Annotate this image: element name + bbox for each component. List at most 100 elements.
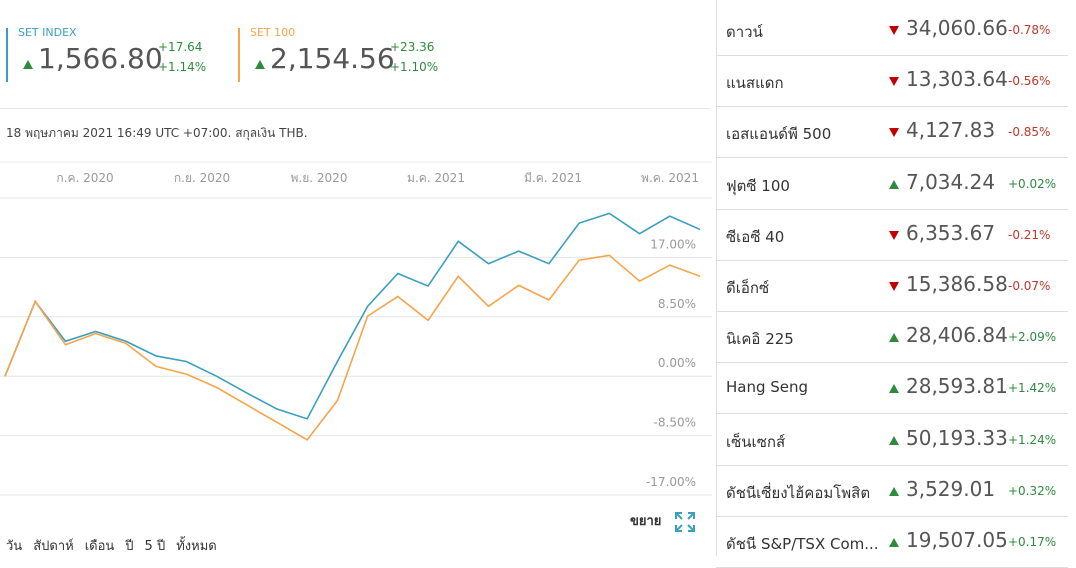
range-button[interactable]: ทั้งหมด (176, 539, 217, 554)
market-change: -0.85% (1008, 125, 1051, 140)
chart: ก.ค. 2020 ก.ย. 2020 พ.ย. 2020 ม.ค. 2021 มี.ค… (0, 161, 712, 496)
trend-arrow (889, 333, 899, 343)
range-buttons: วัน สัปดาห์ เดือน ปี 5 ปี ทั้งหมด (6, 535, 217, 556)
arrow-shape (889, 384, 899, 394)
index-value: 2,154.56 (270, 42, 395, 75)
trend-arrow (889, 486, 899, 496)
market-row[interactable]: ดัชนี S&P/TSX Com... 19,507.05 +0.17% (716, 516, 1068, 568)
range-button[interactable]: วัน (6, 539, 23, 554)
index-name: SET 100 (250, 26, 296, 39)
market-value: 34,060.66 (906, 16, 1008, 40)
trend-arrow (889, 230, 899, 240)
market-row[interactable]: ซีเอซี 40 6,353.67 -0.21% (716, 209, 1068, 261)
market-name: ดีเอ็กซ์ (726, 279, 770, 297)
market-row[interactable]: เซ็นเซกส์ 50,193.33 +1.24% (716, 414, 1068, 466)
market-row[interactable]: ดัชนีเซี่ยงไฮ้คอมโพสิต 3,529.01 +0.32% (716, 465, 1068, 517)
separator (0, 108, 710, 109)
x-tick-label: มี.ค. 2021 (524, 171, 582, 185)
market-change: -0.21% (1008, 227, 1051, 242)
index-percent: +1.14% (158, 60, 207, 74)
range-button[interactable]: เดือน (84, 539, 115, 554)
market-row[interactable]: Hang Seng 28,593.81 +1.42% (716, 362, 1068, 415)
market-value: 19,507.05 (906, 528, 1008, 552)
market-value: 50,193.33 (906, 425, 1008, 450)
trend-arrow (889, 77, 899, 87)
y-tick-label: -8.50% (654, 416, 696, 430)
y-tick-label: 8.50% (658, 297, 696, 311)
market-name: ดัชนีเซี่ยงไฮ้คอมโพสิต (726, 483, 871, 502)
arrow-shape (889, 179, 899, 189)
market-name: เอสแอนด์พี 500 (726, 125, 832, 144)
index-tile: SET INDEX 1,566.80 +17.64 +1.14% (6, 26, 218, 82)
market-change: +0.32% (1008, 483, 1057, 498)
trend-arrow (889, 538, 899, 547)
market-value: 28,593.81 (906, 374, 1008, 399)
market-change: +0.02% (1008, 176, 1057, 191)
series-line (4, 254, 701, 441)
arrow-shape (889, 538, 899, 547)
market-change: -0.78% (1008, 23, 1051, 37)
expand-button[interactable]: ขยาย (630, 510, 696, 533)
trend-arrow (889, 282, 899, 291)
market-row[interactable]: ดาวน์ 34,060.66 -0.78% (716, 4, 1068, 56)
market-row[interactable]: ดีเอ็กซ์ 15,386.58 -0.07% (716, 260, 1068, 312)
market-row[interactable]: นิเคอิ 225 28,406.84 +2.09% (716, 311, 1068, 364)
y-tick-label: 0.00% (658, 356, 696, 370)
arrow-shape (255, 60, 265, 69)
market-row[interactable]: เอสแอนด์พี 500 4,127.83 -0.85% (716, 106, 1068, 159)
divider (716, 0, 717, 556)
arrow-shape (889, 435, 899, 445)
market-value: 13,303.64 (906, 67, 1008, 92)
index-value: 1,566.80 (38, 42, 163, 75)
market-change: -0.07% (1008, 279, 1051, 293)
arrow-shape (889, 128, 899, 138)
market-change: -0.56% (1008, 74, 1051, 89)
x-tick-label: ก.ค. 2020 (56, 171, 113, 185)
range-button[interactable]: 5 ปี (144, 539, 166, 554)
x-tick-label: พ.ย. 2020 (291, 171, 348, 185)
arrow-shape (889, 77, 899, 87)
market-value: 28,406.84 (906, 323, 1008, 348)
arrow-shape (23, 60, 33, 69)
market-name: เซ็นเซกส์ (726, 432, 786, 451)
market-value: 3,529.01 (906, 476, 996, 501)
market-change: +0.17% (1008, 535, 1057, 549)
market-name: Hang Seng (726, 378, 809, 397)
index-change: +23.36 (390, 40, 435, 54)
expand-icon (674, 511, 695, 532)
market-name: ซีเอซี 40 (726, 227, 785, 246)
arrow-shape (889, 333, 899, 343)
trend-arrow (889, 435, 899, 445)
arrow-shape (889, 26, 899, 35)
index-change: +17.64 (158, 40, 203, 54)
y-tick-label: -17.00% (646, 475, 696, 489)
trend-arrow (23, 60, 33, 69)
market-name: ดัชนี S&P/TSX Com... (726, 535, 879, 553)
market-value: 6,353.67 (906, 220, 996, 245)
index-tile: SET 100 2,154.56 +23.36 +1.10% (238, 26, 450, 82)
index-name: SET INDEX (18, 26, 77, 39)
market-row[interactable]: แนสแดก 13,303.64 -0.56% (716, 55, 1068, 108)
arrow-shape (889, 230, 899, 240)
range-button[interactable]: สัปดาห์ (33, 539, 74, 554)
market-name: นิเคอิ 225 (726, 330, 794, 349)
market-change: +1.42% (1008, 381, 1057, 396)
index-percent: +1.10% (390, 60, 439, 74)
market-row[interactable]: ฟุตซี 100 7,034.24 +0.02% (716, 158, 1068, 210)
range-button[interactable]: ปี (125, 539, 134, 554)
market-name: ดาวน์ (726, 23, 763, 41)
series-line (4, 212, 701, 420)
expand-label[interactable]: ขยาย (630, 514, 662, 529)
market-value: 7,034.24 (906, 169, 996, 194)
arrow-shape (889, 486, 899, 496)
market-name: ฟุตซี 100 (726, 176, 790, 195)
trend-arrow (889, 179, 899, 189)
trend-arrow (889, 384, 899, 394)
market-value: 15,386.58 (906, 272, 1008, 296)
market-change: +1.24% (1008, 432, 1057, 447)
timestamp: 18 พฤษภาคม 2021 16:49 UTC +07:00. สกุลเง… (6, 126, 308, 140)
trend-arrow (255, 60, 265, 69)
market-change: +2.09% (1008, 330, 1057, 345)
y-tick-label: 17.00% (650, 237, 696, 251)
